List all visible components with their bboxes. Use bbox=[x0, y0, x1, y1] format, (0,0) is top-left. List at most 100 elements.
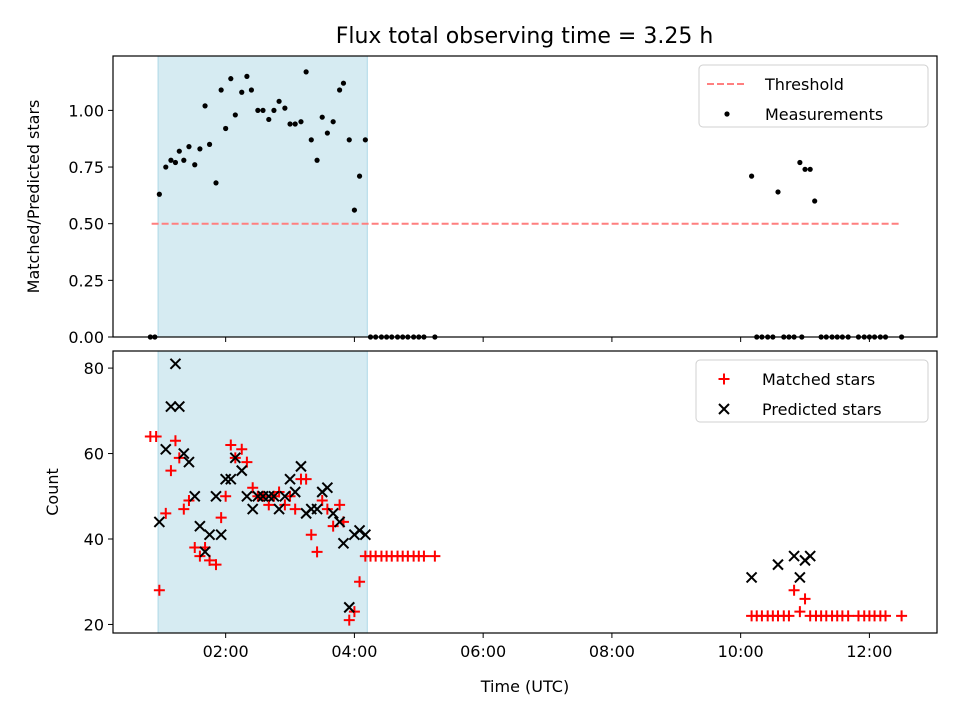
measurement-point bbox=[172, 159, 179, 166]
x-tick-label: 02:00 bbox=[203, 642, 249, 661]
predicted-star-point bbox=[745, 571, 758, 584]
ratio-panel: 0.00 0.25 0.50 0.75 1.00 Matched/Predicted st… bbox=[24, 55, 938, 347]
matched-star-point bbox=[210, 559, 222, 571]
predicted-star-point bbox=[215, 529, 227, 541]
legend-label: Measurements bbox=[765, 105, 883, 124]
predicted-star-point bbox=[284, 473, 296, 485]
predicted-star-point bbox=[203, 529, 216, 541]
measurement-point bbox=[775, 189, 781, 195]
predicted-star-point bbox=[178, 447, 190, 460]
measurement-point bbox=[807, 166, 813, 172]
measurement-point bbox=[206, 141, 213, 147]
measurement-point bbox=[168, 157, 174, 163]
measurement-point bbox=[260, 107, 266, 113]
predicted-star-point bbox=[788, 550, 800, 562]
y-tick-label: 0.25 bbox=[68, 271, 104, 290]
predicted-star-point bbox=[321, 482, 334, 494]
predicted-star-point bbox=[160, 443, 172, 455]
predicted-star-point bbox=[279, 490, 291, 502]
measurement-point bbox=[271, 107, 277, 113]
x-tick-label: 08:00 bbox=[589, 642, 635, 661]
matched-star-point bbox=[289, 503, 301, 515]
y-axis-label: Matched/Predicted stars bbox=[24, 100, 43, 294]
x-axis-label: Time (UTC) bbox=[480, 677, 569, 696]
predicted-star-point bbox=[219, 473, 232, 485]
predicted-star-point bbox=[343, 601, 355, 614]
measurement-point bbox=[276, 98, 282, 104]
predicted-star-point bbox=[210, 490, 222, 502]
predicted-star-point bbox=[337, 537, 350, 549]
matched-star-point bbox=[189, 542, 201, 554]
matched-star-point bbox=[305, 529, 317, 541]
measurement-point bbox=[287, 121, 293, 127]
matched-star-point bbox=[150, 430, 162, 442]
matched-star-point bbox=[220, 490, 232, 502]
measurement-point bbox=[340, 80, 347, 86]
x-tick-label: 04:00 bbox=[331, 642, 377, 661]
predicted-star-point bbox=[173, 400, 186, 413]
predicted-star-point bbox=[289, 486, 301, 498]
matched-star-point bbox=[183, 495, 195, 507]
axes-frame bbox=[112, 350, 938, 634]
predicted-star-point bbox=[263, 490, 275, 502]
legend-matched-handle bbox=[718, 373, 730, 385]
predicted-star-point bbox=[295, 460, 307, 473]
measurement-point bbox=[319, 114, 325, 120]
predicted-star-point bbox=[327, 507, 339, 520]
measurement-point bbox=[351, 207, 358, 213]
matched-star-point bbox=[215, 512, 227, 524]
y-tick-label: 60 bbox=[84, 445, 104, 464]
predicted-star-point bbox=[183, 456, 195, 468]
measurement-point bbox=[192, 162, 198, 168]
measurement-point bbox=[202, 103, 208, 109]
measurement-point bbox=[186, 144, 192, 150]
y-tick-label: 1.00 bbox=[68, 101, 104, 120]
predicted-star-point bbox=[225, 473, 237, 485]
y-tick-label: 20 bbox=[84, 615, 104, 634]
predicted-star-point bbox=[241, 490, 253, 502]
y-axis-label: Count bbox=[43, 468, 62, 516]
measurement-point bbox=[298, 119, 304, 125]
y-tick-label: 0.75 bbox=[68, 158, 104, 177]
measurement-point bbox=[176, 148, 182, 154]
measurement-point bbox=[232, 112, 238, 118]
legend bbox=[695, 359, 929, 423]
predicted-star-point bbox=[194, 520, 206, 532]
predicted-star-point bbox=[353, 524, 366, 537]
matched-star-point bbox=[354, 576, 366, 588]
measurement-point bbox=[282, 105, 288, 111]
y-tick-label: 0.00 bbox=[68, 328, 104, 347]
measurement-point bbox=[362, 137, 368, 143]
matched-star-point bbox=[842, 610, 854, 622]
predicted-star-point bbox=[804, 550, 816, 562]
matched-star-point bbox=[263, 499, 275, 511]
matched-star-point bbox=[300, 473, 312, 485]
matched-star-point bbox=[327, 520, 339, 532]
matched-star-point bbox=[241, 456, 253, 468]
matched-star-point bbox=[799, 593, 811, 605]
axes-frame bbox=[112, 55, 938, 338]
measurement-point bbox=[324, 130, 330, 136]
measurement-point bbox=[303, 69, 309, 75]
legend-predicted-handle bbox=[718, 403, 730, 415]
measurement-point bbox=[330, 119, 336, 125]
matched-star-point bbox=[788, 584, 800, 596]
measurement-point bbox=[797, 159, 803, 166]
matched-star-point bbox=[178, 503, 190, 515]
chart-title: Flux total observing time = 3.25 h bbox=[336, 24, 714, 49]
y-tick-label: 0.50 bbox=[68, 215, 104, 234]
matched-star-point bbox=[225, 439, 237, 451]
predicted-star-point bbox=[359, 529, 372, 541]
count-panel: 20 40 60 80 02:00 04:00 06:00 08:00 10:00 12:00 Co… bbox=[43, 350, 938, 696]
measurement-point bbox=[255, 107, 261, 113]
matched-star-point bbox=[794, 606, 806, 618]
measurement-point bbox=[223, 125, 229, 132]
predicted-star-point bbox=[246, 503, 259, 515]
measurement-point bbox=[248, 87, 255, 93]
predicted-star-point bbox=[311, 503, 323, 515]
measurement-point bbox=[292, 121, 298, 127]
predicted-star-point bbox=[333, 516, 346, 528]
y-tick-label: 80 bbox=[84, 359, 104, 378]
measurement-point bbox=[218, 87, 224, 93]
measurement-point bbox=[356, 173, 363, 179]
